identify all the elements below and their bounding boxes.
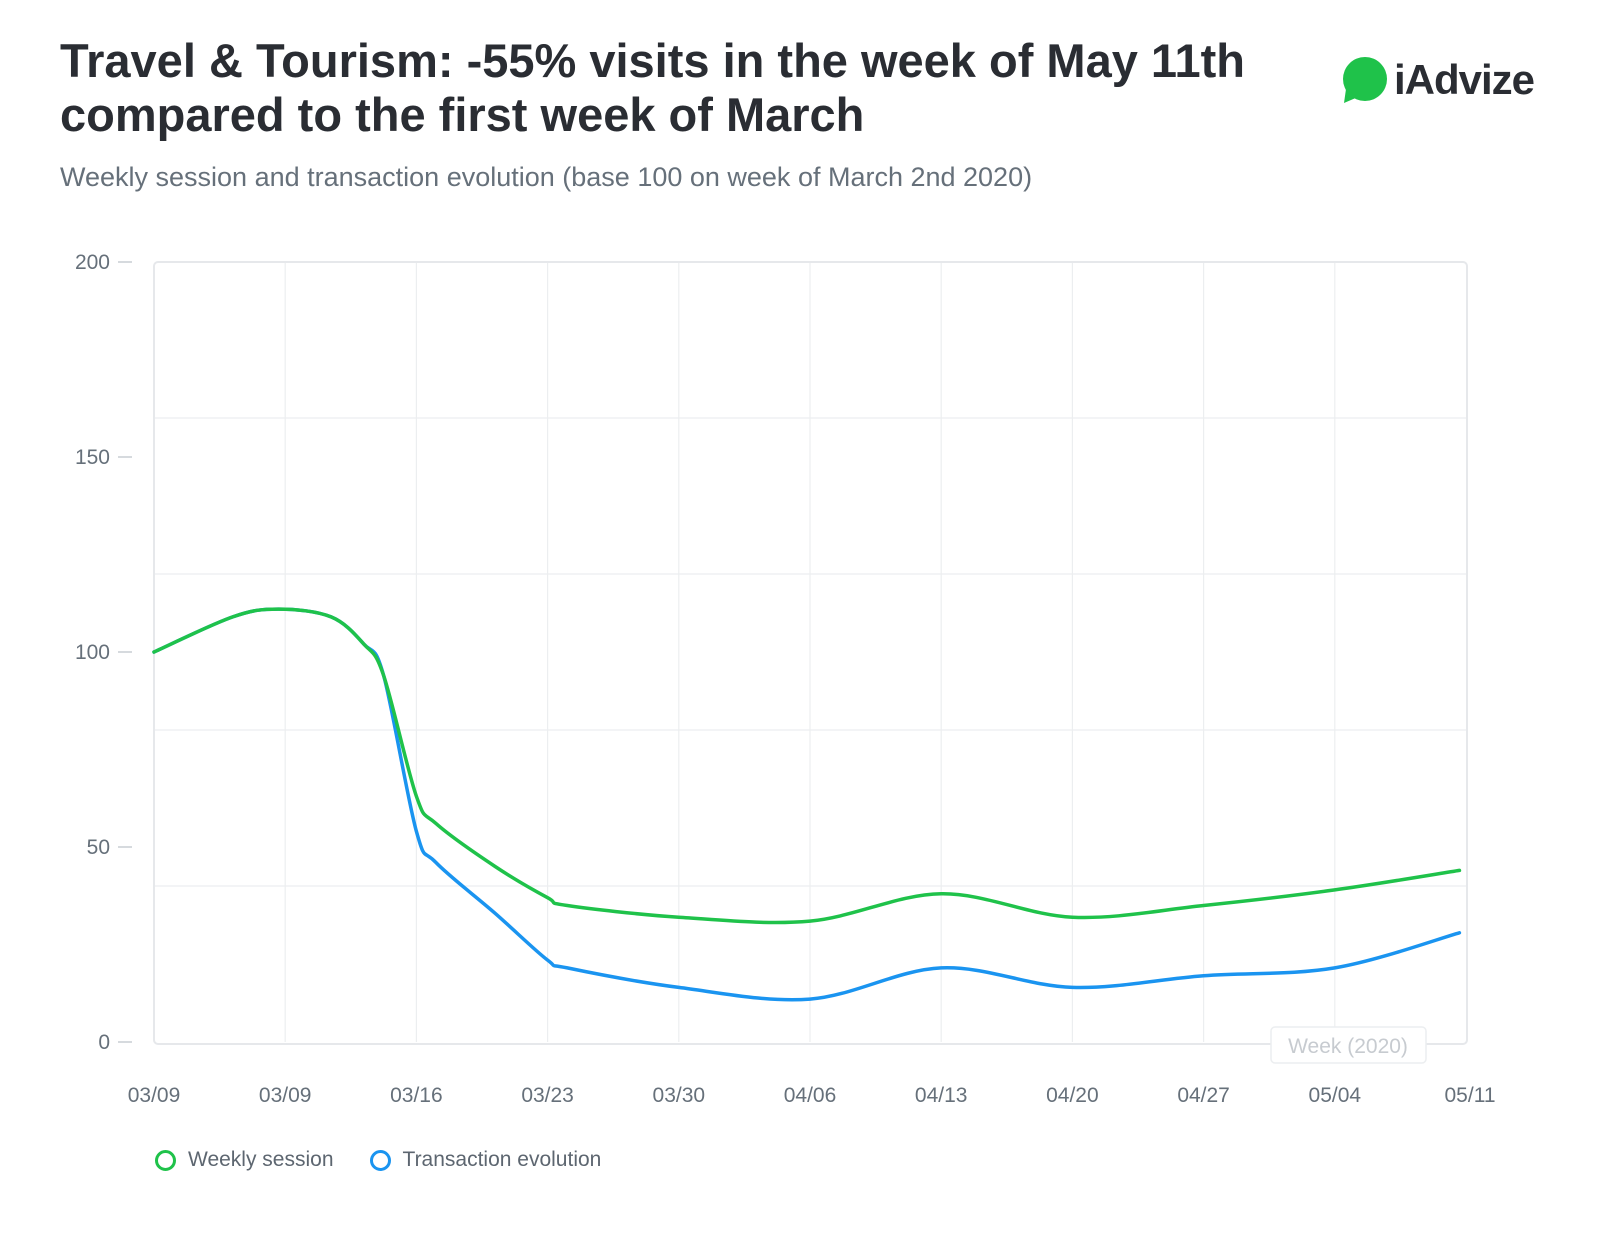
x-tick-label: 03/30 — [653, 1084, 706, 1107]
y-tick-label: 50 — [87, 836, 110, 859]
transaction-evolution-swatch — [369, 1149, 391, 1171]
grid — [154, 262, 1466, 1042]
y-axis: 0 50 100 150 200 — [75, 251, 132, 1054]
weekly-session-swatch — [155, 1149, 176, 1171]
x-tick-label: 04/27 — [1177, 1084, 1230, 1107]
y-tick-label: 200 — [75, 251, 110, 274]
x-tick-label: 04/13 — [915, 1084, 968, 1107]
iadvize-logo: iAdvize — [1340, 52, 1535, 108]
x-tick-label: 04/06 — [784, 1084, 837, 1107]
x-tick-label: 03/16 — [390, 1084, 443, 1107]
legend-label-weekly-session: Weekly session — [188, 1148, 334, 1171]
series — [152, 607, 1462, 1002]
chat-bubble-icon — [1340, 55, 1390, 105]
logo-text: iAdvize — [1394, 56, 1535, 103]
x-axis: 03/09 03/09 03/16 03/23 03/30 04/06 04/13 04/20… — [128, 1084, 1496, 1107]
chart-subtitle: Weekly session and transaction evolution… — [60, 162, 1033, 192]
legend-item-transaction-evolution[interactable]: Transaction evolution — [369, 1148, 602, 1172]
x-tick-label: 05/04 — [1309, 1084, 1362, 1107]
weekly-session-line — [152, 607, 1462, 925]
legend-item-weekly-session[interactable]: Weekly session — [155, 1148, 334, 1172]
x-tick-label: 04/20 — [1046, 1084, 1099, 1107]
x-tick-label: 03/09 — [259, 1084, 312, 1107]
y-tick-label: 150 — [75, 446, 110, 469]
y-tick-label: 0 — [98, 1031, 110, 1054]
chart-title: Travel & Tourism: -55% visits in the wee… — [60, 34, 1245, 141]
y-tick-label: 100 — [75, 641, 110, 664]
x-tick-label: 03/09 — [128, 1084, 181, 1107]
x-tick-label: 03/23 — [521, 1084, 574, 1107]
x-axis-title-box: Week (2020) — [1270, 1026, 1427, 1064]
x-tick-label: 05/11 — [1445, 1084, 1496, 1107]
x-axis-title: Week (2020) — [1288, 1035, 1408, 1058]
transaction-evolution-line — [152, 607, 1462, 1002]
legend-label-transaction-evolution: Transaction evolution — [402, 1148, 602, 1171]
legend: Weekly session Transaction evolution — [155, 1148, 637, 1172]
